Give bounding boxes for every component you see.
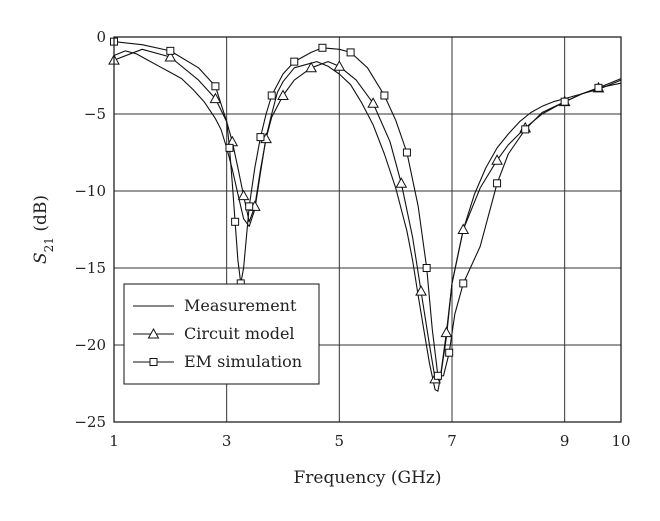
data-point-square: [380, 91, 389, 100]
y-tick-label: −5: [84, 105, 106, 123]
data-point-square: [245, 202, 254, 211]
x-tick-label: 7: [447, 432, 457, 450]
x-tick-label: 3: [222, 432, 232, 450]
series-layer: [108, 37, 622, 392]
y-tick-label: −20: [74, 336, 106, 354]
data-point-square: [225, 143, 234, 152]
data-point-triangle: [367, 97, 379, 108]
x-tick-label: 5: [335, 432, 345, 450]
y-tick-label: −10: [74, 182, 106, 200]
legend-items: Measurement Circuit model EM simulation: [133, 296, 302, 371]
data-point-triangle: [440, 326, 453, 338]
data-point-triangle: [209, 92, 222, 104]
legend: Measurement Circuit model EM simulation: [123, 283, 320, 385]
data-point-square: [560, 97, 569, 106]
data-point-square: [594, 83, 603, 92]
plot-frame: [113, 36, 622, 423]
x-tick-label: 10: [611, 432, 630, 450]
data-point-square: [318, 43, 327, 52]
legend-label-em-simulation: EM simulation: [184, 352, 302, 371]
data-point-triangle: [333, 60, 346, 71]
data-point-square: [422, 264, 431, 272]
series-measurement: [113, 50, 622, 392]
y-tick-label: 0: [96, 28, 106, 46]
series-line: [113, 50, 622, 392]
legend-label-measurement: Measurement: [184, 296, 297, 315]
data-point-square: [433, 371, 442, 380]
data-point-square: [346, 48, 355, 57]
data-point-triangle: [395, 177, 408, 188]
data-point-triangle: [277, 89, 289, 101]
legend-label-circuit-model: Circuit model: [184, 324, 295, 343]
y-tick-label: −25: [74, 413, 106, 431]
data-point-triangle: [415, 285, 427, 296]
data-point-triangle: [305, 61, 318, 73]
data-point-square: [211, 82, 220, 91]
data-point-square: [256, 133, 265, 142]
data-point-square: [493, 179, 502, 188]
data-point-triangle: [237, 189, 250, 201]
data-point-triangle: [457, 223, 470, 234]
x-tick-label: 9: [560, 432, 570, 450]
y-axis-title-main: S: [31, 252, 51, 264]
tick-layer: 1 3 5 7 9 10 0 −5 −10 −15 −20 −25: [74, 28, 630, 450]
legend-marker-em-simulation: [149, 358, 158, 366]
data-point-square: [521, 125, 530, 134]
legend-marker-circuit-model: [147, 327, 160, 339]
y-axis-title: S21 (dB): [31, 195, 56, 264]
x-axis-title: Frequency (GHz): [294, 468, 442, 488]
data-point-triangle: [164, 50, 177, 62]
data-point-square: [445, 348, 454, 357]
data-point-triangle: [491, 154, 503, 165]
y-axis-title-unit: (dB): [31, 195, 51, 237]
data-point-square: [290, 57, 299, 66]
y-axis-title-sub: 21: [42, 237, 56, 252]
y-tick-label: −15: [74, 259, 106, 277]
data-point-square: [166, 46, 175, 55]
data-point-square: [402, 148, 411, 157]
x-tick-label: 1: [109, 432, 119, 450]
series-line: [113, 48, 622, 380]
data-point-square: [459, 279, 468, 288]
data-point-square: [267, 91, 276, 100]
series-line: [113, 41, 622, 377]
series-em-simulation: [110, 37, 622, 380]
data-point-square: [231, 217, 240, 226]
